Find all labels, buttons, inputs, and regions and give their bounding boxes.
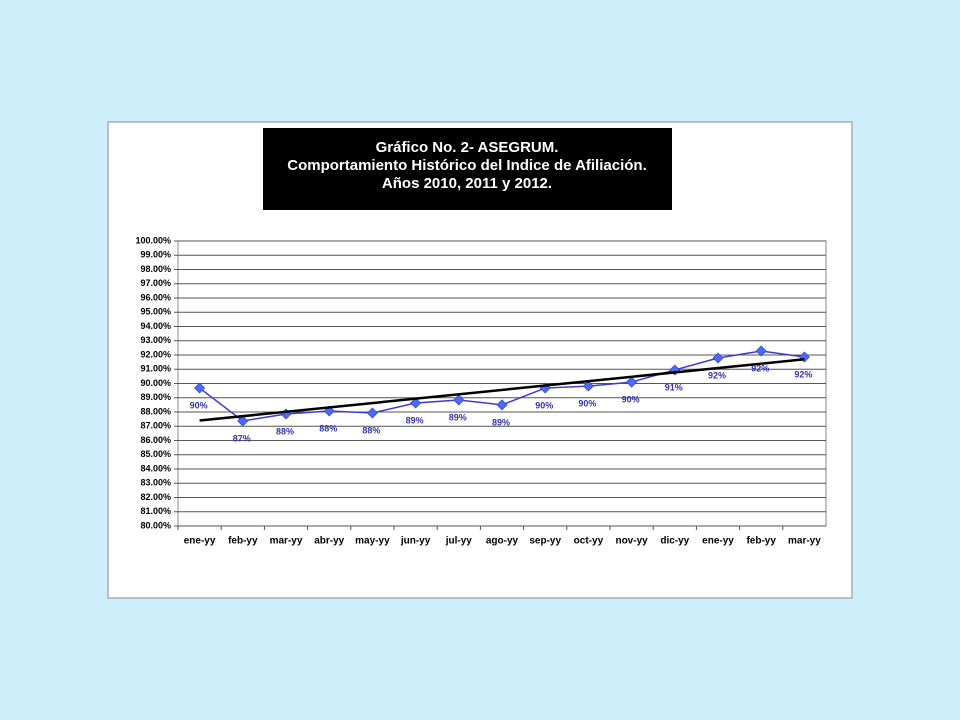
- x-tick-label: feb-yy: [746, 536, 776, 547]
- x-tick-label: mar-yy: [270, 536, 303, 547]
- x-tick-label: abr-yy: [314, 536, 344, 547]
- y-tick-label: 91.00%: [140, 364, 171, 374]
- marker: [582, 380, 594, 392]
- y-tick-label: 97.00%: [140, 278, 171, 288]
- data-label: 87%: [233, 433, 251, 443]
- data-label: 89%: [406, 415, 424, 425]
- data-label: 91%: [665, 382, 683, 392]
- data-label: 89%: [492, 417, 510, 427]
- data-label: 90%: [190, 400, 208, 410]
- y-tick-label: 92.00%: [140, 349, 171, 359]
- y-tick-label: 80.00%: [140, 520, 171, 530]
- marker: [366, 407, 378, 419]
- x-tick-label: jun-yy: [400, 536, 431, 547]
- marker: [712, 352, 724, 364]
- x-tick-label: ago-yy: [486, 536, 519, 547]
- marker: [626, 376, 638, 388]
- x-tick-label: nov-yy: [615, 536, 648, 547]
- data-label: 92%: [794, 369, 812, 379]
- y-tick-label: 93.00%: [140, 335, 171, 345]
- x-tick-label: oct-yy: [574, 536, 604, 547]
- y-tick-label: 81.00%: [140, 506, 171, 516]
- y-tick-label: 95.00%: [140, 307, 171, 317]
- y-tick-label: 96.00%: [140, 292, 171, 302]
- data-label: 88%: [276, 426, 294, 436]
- x-tick-label: mar-yy: [788, 536, 821, 547]
- y-tick-label: 84.00%: [140, 463, 171, 473]
- data-label: 89%: [449, 412, 467, 422]
- marker: [496, 399, 508, 411]
- chart-title: Comportamiento Histórico del Indice de A…: [287, 157, 647, 174]
- trendline: [199, 358, 805, 422]
- y-tick-label: 88.00%: [140, 406, 171, 416]
- y-tick-label: 100.00%: [135, 235, 171, 245]
- x-tick-label: may-yy: [355, 536, 390, 547]
- marker: [237, 415, 249, 427]
- x-tick-label: feb-yy: [228, 536, 258, 547]
- marker: [755, 345, 767, 357]
- data-label: 90%: [622, 394, 640, 404]
- y-tick-label: 87.00%: [140, 421, 171, 431]
- data-label: 92%: [708, 370, 726, 380]
- y-tick-label: 98.00%: [140, 264, 171, 274]
- y-tick-label: 90.00%: [140, 378, 171, 388]
- x-tick-label: dic-yy: [660, 536, 689, 547]
- title-box: [263, 128, 672, 210]
- y-tick-label: 82.00%: [140, 492, 171, 502]
- x-tick-label: jul-yy: [445, 536, 473, 547]
- marker: [194, 382, 206, 394]
- data-label: 92%: [751, 363, 769, 373]
- x-tick-label: sep-yy: [529, 536, 561, 547]
- y-tick-label: 83.00%: [140, 478, 171, 488]
- chart-title: Gráfico No. 2- ASEGRUM.: [376, 139, 559, 156]
- x-tick-label: ene-yy: [184, 536, 216, 547]
- marker: [453, 394, 465, 406]
- y-tick-label: 85.00%: [140, 449, 171, 459]
- y-tick-label: 86.00%: [140, 435, 171, 445]
- y-tick-label: 94.00%: [140, 321, 171, 331]
- data-label: 88%: [362, 425, 380, 435]
- data-label: 90%: [578, 398, 596, 408]
- data-label: 88%: [319, 423, 337, 433]
- y-tick-label: 99.00%: [140, 250, 171, 260]
- chart-title: Años 2010, 2011 y 2012.: [382, 175, 552, 192]
- y-tick-label: 89.00%: [140, 392, 171, 402]
- marker: [410, 397, 422, 409]
- data-label: 90%: [535, 400, 553, 410]
- x-tick-label: ene-yy: [702, 536, 734, 547]
